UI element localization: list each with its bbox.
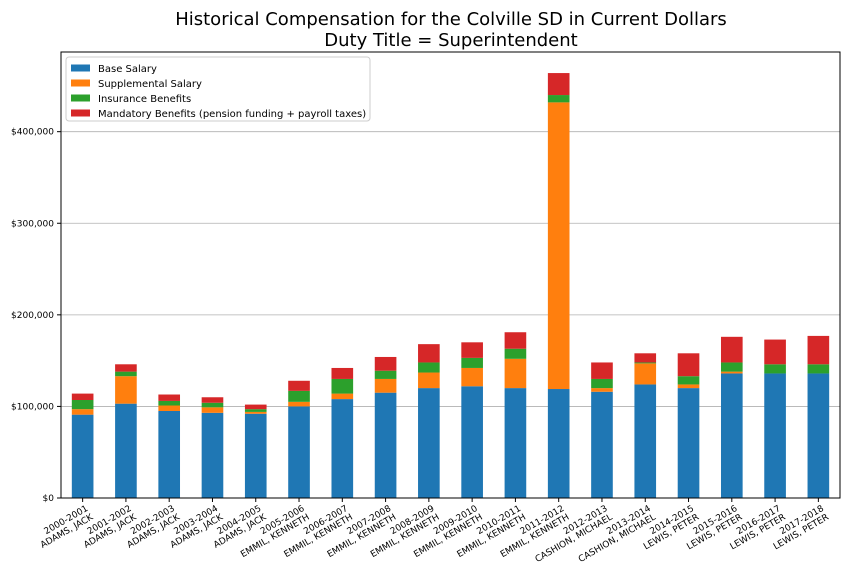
bar-segment-supplemental-4 [244, 411, 267, 414]
bar-segment-supplemental-8 [418, 372, 440, 389]
y-tick-label: $0 [43, 494, 55, 504]
bar-segment-insurance-11 [547, 95, 570, 103]
y-tick-label: $100,000 [11, 402, 54, 412]
bar-segment-base-5 [288, 406, 310, 498]
bar-segment-insurance-13 [634, 362, 657, 364]
legend-label: Base Salary [98, 64, 157, 75]
bar-segment-base-16 [764, 373, 786, 498]
bar-segment-mandatory-6 [331, 367, 354, 379]
legend-swatch [71, 94, 90, 102]
bar-segment-base-6 [331, 399, 354, 498]
bar-segment-insurance-12 [591, 378, 613, 389]
y-tick-label: $400,000 [11, 128, 54, 138]
bar-segment-supplemental-15 [720, 371, 743, 374]
bar-segment-mandatory-17 [807, 335, 830, 365]
legend-label: Insurance Benefits [98, 94, 191, 105]
bar-segment-supplemental-14 [677, 384, 700, 389]
bar-segment-supplemental-0 [71, 409, 94, 415]
bar-segment-mandatory-4 [244, 404, 267, 410]
bar-segment-mandatory-13 [634, 353, 657, 363]
y-tick-label: $200,000 [11, 311, 54, 321]
bar-segment-insurance-9 [461, 357, 483, 368]
bar-segment-base-14 [677, 388, 700, 498]
legend-box [65, 56, 371, 122]
legend-swatch [71, 64, 90, 72]
bar-segment-mandatory-0 [71, 393, 94, 401]
bar-segment-mandatory-12 [591, 362, 613, 379]
bar-segment-insurance-16 [764, 364, 786, 374]
bar-segment-insurance-15 [720, 362, 743, 372]
legend-label: Supplemental Salary [98, 79, 202, 90]
bar-segment-base-15 [720, 373, 743, 498]
bar-segment-base-17 [807, 373, 830, 498]
bar-segment-supplemental-3 [201, 407, 224, 413]
chart-title: Historical Compensation for the Colville… [175, 9, 727, 30]
bar-segment-supplemental-12 [591, 388, 613, 392]
bar-segment-insurance-3 [201, 402, 224, 408]
bar-segment-mandatory-5 [288, 380, 310, 391]
bar-segment-base-13 [634, 384, 657, 498]
bar-segment-base-1 [115, 403, 137, 498]
bar-segment-supplemental-6 [331, 393, 354, 400]
bar-segment-insurance-14 [677, 376, 700, 385]
bar-segment-mandatory-9 [461, 342, 483, 358]
bar-segment-base-0 [71, 414, 94, 498]
bar-segment-mandatory-2 [158, 394, 181, 401]
bar-segment-supplemental-11 [547, 102, 570, 390]
bar-segment-base-8 [418, 388, 440, 498]
bar-segment-insurance-1 [115, 371, 137, 377]
bar-segment-base-7 [374, 392, 397, 498]
bar-segment-supplemental-9 [461, 367, 483, 387]
bar-segment-mandatory-14 [677, 353, 700, 377]
y-axis: $0 $100,000 $200,000 $300,000 $400,000 [11, 128, 61, 504]
legend-swatch [71, 109, 90, 117]
bar-segment-insurance-4 [244, 409, 267, 412]
bar-segment-mandatory-16 [764, 339, 786, 365]
bar-segment-insurance-6 [331, 378, 354, 394]
legend: Base Salary Supplemental Salary Insurance … [65, 56, 371, 122]
bar-segment-mandatory-8 [418, 344, 440, 363]
bar-segment-base-3 [201, 412, 224, 498]
bar-segment-supplemental-13 [634, 363, 657, 385]
bar-segment-supplemental-2 [158, 405, 181, 411]
bar-segment-supplemental-10 [504, 358, 527, 389]
bar-segment-mandatory-10 [504, 332, 527, 349]
bar-segment-insurance-0 [71, 400, 94, 410]
bar-segment-mandatory-15 [720, 336, 743, 363]
bar-segment-mandatory-3 [201, 397, 224, 403]
bar-segment-mandatory-7 [374, 356, 397, 371]
bar-segment-supplemental-7 [374, 378, 397, 393]
chart-subtitle: Duty Title = Superintendent [324, 30, 577, 51]
bar-segment-supplemental-1 [115, 376, 137, 404]
legend-label: Mandatory Benefits (pension funding + pa… [98, 109, 366, 120]
bar-segment-mandatory-1 [115, 364, 137, 372]
bar-segment-insurance-10 [504, 348, 527, 359]
y-tick-label: $300,000 [11, 219, 54, 229]
bar-segment-insurance-5 [288, 390, 310, 402]
bar-segment-supplemental-5 [288, 401, 310, 407]
bar-segment-insurance-8 [418, 362, 440, 373]
bar-segment-insurance-2 [158, 400, 181, 406]
bars [71, 73, 830, 498]
bar-segment-insurance-7 [374, 370, 397, 379]
bar-segment-base-10 [504, 388, 527, 498]
bar-segment-base-9 [461, 386, 483, 498]
bar-segment-base-4 [244, 413, 267, 498]
bar-segment-mandatory-11 [547, 73, 570, 96]
plot-frame [60, 51, 841, 499]
bar-segment-base-2 [158, 410, 181, 498]
bar-segment-base-12 [591, 391, 613, 498]
bar-segment-base-11 [547, 389, 570, 498]
bar-segment-insurance-17 [807, 364, 830, 374]
legend-swatch [71, 79, 90, 87]
